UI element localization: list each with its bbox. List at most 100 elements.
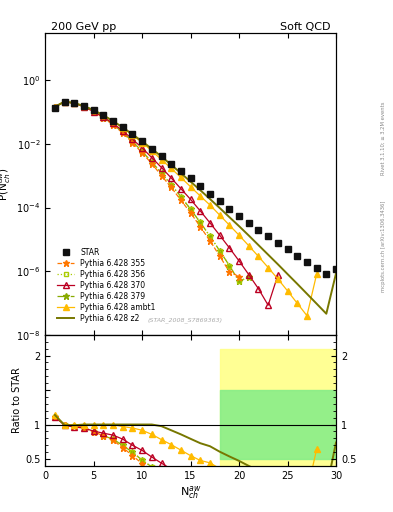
STAR [305,259,309,265]
STAR [217,198,222,204]
Pythia 6.428 ambt1 [159,157,164,163]
STAR [169,161,174,167]
STAR [227,205,232,211]
Legend: STAR, Pythia 6.428 355, Pythia 6.428 356, Pythia 6.428 370, Pythia 6.428 379, Py: STAR, Pythia 6.428 355, Pythia 6.428 356… [54,245,159,326]
Pythia 6.428 356 [237,278,241,284]
Pythia 6.428 ambt1 [256,253,261,260]
Pythia 6.428 370 [140,145,145,151]
Pythia 6.428 379 [227,263,232,269]
STAR [82,103,86,109]
Pythia 6.428 ambt1 [198,193,203,199]
Pythia 6.428 355 [140,150,145,156]
Pythia 6.428 355 [62,98,67,104]
Text: Soft QCD: Soft QCD [280,22,330,32]
Pythia 6.428 379 [208,233,212,239]
X-axis label: N$^{aw}_{ch}$: N$^{aw}_{ch}$ [180,483,201,501]
Line: Pythia 6.428 z2: Pythia 6.428 z2 [55,102,336,314]
Text: Rivet 3.1.10; ≥ 3.2M events: Rivet 3.1.10; ≥ 3.2M events [381,101,386,175]
Pythia 6.428 ambt1 [266,265,270,271]
Text: 200 GeV pp: 200 GeV pp [51,22,116,32]
Pythia 6.428 355 [130,140,135,146]
Pythia 6.428 379 [178,194,183,200]
Pythia 6.428 355 [208,238,212,244]
Line: Pythia 6.428 356: Pythia 6.428 356 [52,99,251,284]
Pythia 6.428 ambt1 [275,276,280,282]
Pythia 6.428 379 [111,121,116,127]
Pythia 6.428 z2 [285,271,290,277]
Pythia 6.428 355 [227,269,232,275]
STAR [198,183,203,189]
Pythia 6.428 z2 [62,99,67,105]
Pythia 6.428 379 [82,103,86,110]
Pythia 6.428 z2 [53,103,57,110]
Pythia 6.428 370 [256,286,261,292]
Pythia 6.428 356 [91,109,96,115]
Pythia 6.428 355 [159,173,164,179]
Pythia 6.428 355 [101,115,106,121]
Text: mcplots.cern.ch [arXiv:1306.3436]: mcplots.cern.ch [arXiv:1306.3436] [381,200,386,291]
Pythia 6.428 379 [169,182,174,188]
Pythia 6.428 370 [53,104,57,110]
Pythia 6.428 ambt1 [130,132,135,138]
Pythia 6.428 z2 [72,100,77,106]
STAR [72,100,77,106]
STAR [237,213,241,219]
Line: Pythia 6.428 379: Pythia 6.428 379 [51,98,252,285]
Pythia 6.428 379 [237,278,241,284]
Pythia 6.428 379 [91,109,96,115]
Pythia 6.428 z2 [120,124,125,131]
Pythia 6.428 379 [120,130,125,136]
Pythia 6.428 356 [62,98,67,104]
Pythia 6.428 370 [149,155,154,161]
Pythia 6.428 356 [159,170,164,176]
Pythia 6.428 370 [130,136,135,142]
STAR [130,131,135,137]
Pythia 6.428 370 [82,104,86,110]
Pythia 6.428 ambt1 [285,288,290,294]
Pythia 6.428 370 [159,164,164,170]
Pythia 6.428 z2 [217,205,222,211]
Pythia 6.428 355 [120,130,125,136]
Pythia 6.428 z2 [246,232,251,239]
Pythia 6.428 355 [178,197,183,203]
Pythia 6.428 z2 [324,311,329,317]
Pythia 6.428 ambt1 [178,175,183,181]
Pythia 6.428 ambt1 [72,100,77,106]
Pythia 6.428 z2 [111,118,116,124]
Pythia 6.428 ambt1 [169,165,174,172]
STAR [285,246,290,252]
Pythia 6.428 ambt1 [62,99,67,105]
STAR [149,146,154,152]
Pythia 6.428 z2 [101,112,106,118]
STAR [91,107,96,113]
Pythia 6.428 370 [62,99,67,105]
Pythia 6.428 355 [111,122,116,128]
Pythia 6.428 355 [237,273,241,280]
Line: Pythia 6.428 370: Pythia 6.428 370 [52,99,281,308]
Pythia 6.428 355 [72,100,77,106]
Pythia 6.428 355 [53,104,57,110]
Pythia 6.428 370 [101,114,106,120]
STAR [266,233,270,239]
Pythia 6.428 370 [227,245,232,251]
Pythia 6.428 370 [72,100,77,106]
Pythia 6.428 356 [246,274,251,280]
Pythia 6.428 370 [275,272,280,278]
Pythia 6.428 356 [217,248,222,254]
Pythia 6.428 370 [120,127,125,134]
Pythia 6.428 z2 [266,251,270,258]
Pythia 6.428 356 [227,263,232,269]
Pythia 6.428 356 [120,130,125,136]
STAR [256,227,261,233]
STAR [159,153,164,159]
STAR [120,124,125,131]
Pythia 6.428 ambt1 [149,148,154,154]
Pythia 6.428 356 [208,233,212,239]
Pythia 6.428 355 [198,224,203,230]
Pythia 6.428 356 [169,182,174,188]
Pythia 6.428 379 [130,138,135,144]
Pythia 6.428 370 [208,220,212,226]
STAR [62,98,67,104]
Pythia 6.428 ambt1 [140,140,145,146]
Pythia 6.428 ambt1 [237,232,241,238]
